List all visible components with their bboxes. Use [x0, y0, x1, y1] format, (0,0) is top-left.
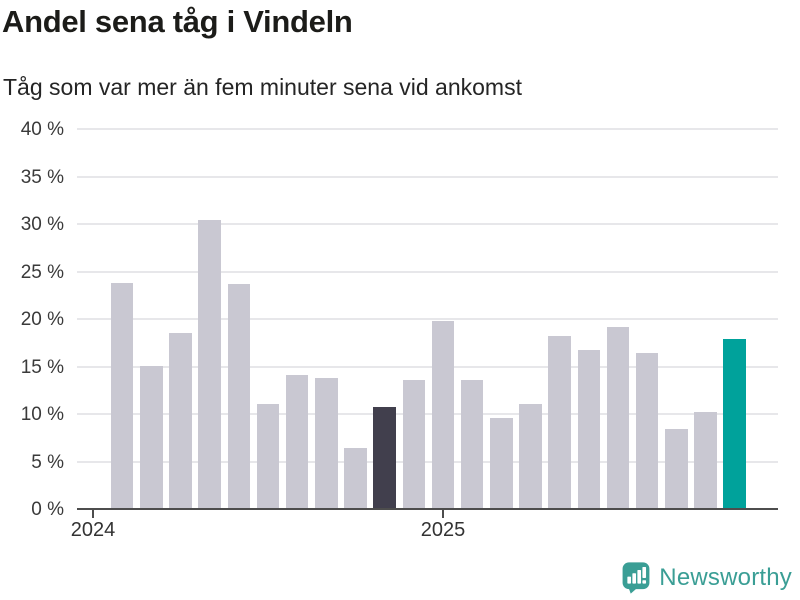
bar — [140, 365, 163, 509]
newsworthy-logo-icon — [622, 561, 650, 594]
bar — [694, 412, 717, 509]
bar — [460, 379, 484, 509]
y-axis-tick-label: 35 % — [20, 166, 64, 188]
page-title: Andel sena tåg i Vindeln — [2, 4, 353, 39]
bar — [606, 326, 630, 509]
y-gridline — [77, 223, 778, 225]
x-axis-year-label: 2024 — [70, 519, 116, 541]
y-axis-tick-label: 0 % — [31, 499, 64, 520]
y-axis-tick-label: 15 % — [20, 356, 64, 378]
bar — [519, 403, 542, 509]
y-gridline — [77, 318, 778, 320]
bar — [490, 417, 513, 509]
newsworthy-wordmark: Newsworthy — [659, 563, 792, 591]
x-axis-tick — [442, 510, 444, 518]
bar — [227, 283, 251, 509]
bar-latest-month — [723, 338, 746, 509]
x-axis-tick — [92, 510, 94, 518]
newsworthy-brand: Newsworthy — [622, 561, 792, 594]
bar — [402, 379, 426, 509]
bar — [315, 377, 338, 509]
bar — [256, 403, 280, 509]
bar — [344, 448, 367, 509]
y-gridline — [77, 175, 778, 178]
bar — [577, 350, 601, 509]
y-axis-tick-label: 20 % — [20, 309, 64, 330]
y-gridline — [77, 270, 778, 273]
x-axis-line — [77, 507, 778, 510]
y-axis-tick-label: 30 % — [20, 214, 64, 235]
y-gridline — [77, 128, 778, 130]
bar — [169, 333, 192, 509]
bar — [548, 336, 571, 509]
y-axis-tick-label: 5 % — [31, 451, 64, 473]
y-axis-tick-label: 10 % — [20, 404, 64, 425]
bar — [665, 429, 688, 509]
bar — [431, 320, 455, 509]
bar — [285, 375, 309, 509]
chart-subtitle: Tåg som var mer än fem minuter sena vid … — [3, 74, 522, 100]
bar — [635, 353, 659, 509]
y-gridline — [77, 460, 778, 463]
y-gridline — [77, 413, 778, 415]
bar — [198, 220, 221, 509]
bar-same-month-previous-year — [373, 407, 396, 509]
bar — [110, 282, 134, 509]
x-axis-year-label: 2025 — [420, 519, 466, 541]
y-axis-tick-label: 25 % — [20, 261, 64, 283]
y-axis-tick-label: 40 % — [20, 119, 64, 140]
y-gridline — [77, 365, 778, 368]
